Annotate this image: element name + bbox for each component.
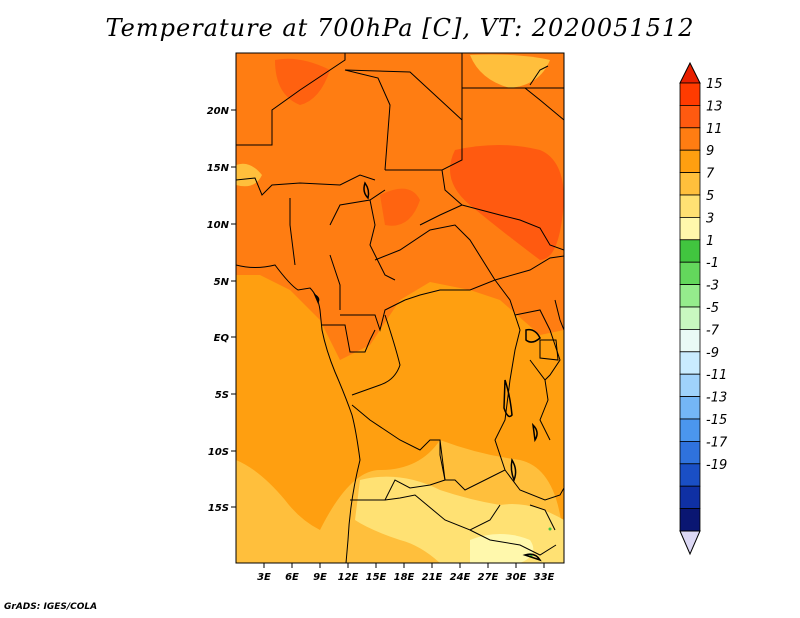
lon-label: 6E bbox=[285, 572, 299, 583]
colorbar-box bbox=[679, 306, 701, 330]
lon-label: 9E bbox=[313, 572, 327, 583]
lat-label: 5N bbox=[214, 277, 230, 288]
lat-label: 10S bbox=[208, 447, 229, 458]
colorbar-label: -3 bbox=[706, 279, 719, 294]
lon-label: 24E bbox=[450, 572, 471, 583]
axis-ticks bbox=[231, 109, 545, 568]
colorbar-box bbox=[679, 172, 701, 196]
colorbar-top-arrow bbox=[679, 61, 701, 84]
colorbar-box bbox=[679, 261, 701, 286]
colorbar-label: 11 bbox=[706, 122, 723, 137]
lat-label: 15S bbox=[208, 503, 229, 514]
lon-label: 12E bbox=[338, 572, 359, 583]
colorbar-box bbox=[679, 440, 701, 465]
colorbar-box bbox=[679, 373, 701, 398]
colorbar-box bbox=[679, 328, 701, 353]
lon-label: 27E bbox=[478, 572, 499, 583]
colorbar-label: -19 bbox=[706, 458, 727, 473]
colorbar-label: 3 bbox=[706, 211, 714, 226]
colorbar-label: -13 bbox=[706, 391, 727, 406]
colorbar-box bbox=[679, 82, 701, 106]
colorbar-boxes bbox=[679, 82, 701, 532]
colorbar-label: 13 bbox=[706, 99, 723, 114]
colorbar-label: 1 bbox=[706, 234, 714, 249]
longitude-labels: 3E 6E 9E 12E 15E 18E 21E 24E 27E 30E 33E bbox=[257, 572, 554, 583]
lat-label: EQ bbox=[214, 333, 230, 344]
latitude-labels: 20N 15N 10N 5N EQ 5S 10S 15S bbox=[207, 106, 230, 514]
colorbar-label: -15 bbox=[706, 413, 727, 428]
colorbar-label: -1 bbox=[706, 256, 719, 271]
colorbar-label: 15 bbox=[706, 77, 723, 92]
lon-label: 3E bbox=[257, 572, 271, 583]
lon-label: 15E bbox=[366, 572, 387, 583]
lakes bbox=[313, 181, 542, 562]
colorbar-box bbox=[679, 216, 701, 241]
temperature-field-3 bbox=[470, 534, 534, 563]
lat-label: 15N bbox=[207, 163, 230, 174]
colorbar-box bbox=[679, 463, 701, 487]
grads-credit: GrADS: IGES/COLA bbox=[4, 602, 98, 612]
colorbar-label: -17 bbox=[706, 435, 728, 450]
map-title: Temperature at 700hPa [C], VT: 202005151… bbox=[105, 14, 695, 42]
colorbar-box bbox=[679, 485, 701, 510]
temperature-field-13 bbox=[450, 145, 564, 260]
colorbar-box bbox=[679, 351, 701, 375]
lat-label: 10N bbox=[207, 220, 230, 231]
country-borders bbox=[236, 53, 564, 563]
lon-label: 21E bbox=[422, 572, 443, 583]
colorbar-label: 5 bbox=[706, 189, 714, 204]
colorbar-box bbox=[679, 396, 701, 420]
colorbar-bottom-arrow bbox=[679, 530, 701, 556]
colorbar-box bbox=[679, 239, 701, 263]
colorbar-box bbox=[679, 418, 701, 442]
colorbar-label: -7 bbox=[706, 323, 720, 338]
lon-label: 18E bbox=[394, 572, 415, 583]
colorbar-box bbox=[679, 149, 701, 173]
colorbar-box bbox=[679, 105, 701, 129]
colorbar-box bbox=[679, 508, 701, 532]
colorbar-label: 7 bbox=[706, 167, 715, 182]
lon-label: 30E bbox=[506, 572, 527, 583]
colorbar: 15 13 11 9 7 5 3 1 -1 -3 -5 -7 -9 -11 -13 -15 -17 -19 bbox=[679, 61, 728, 556]
lat-label: 5S bbox=[215, 390, 229, 401]
colorbar-box bbox=[679, 127, 701, 151]
colorbar-label: -9 bbox=[706, 346, 719, 361]
lon-label: 33E bbox=[534, 572, 555, 583]
colorbar-label: -5 bbox=[706, 301, 719, 316]
colorbar-label: 9 bbox=[706, 144, 714, 159]
colorbar-label: -11 bbox=[706, 368, 727, 383]
map-frame bbox=[235, 52, 565, 564]
map-panel: 20N 15N 10N 5N EQ 5S 10S 15S 3E 6E 9E 12… bbox=[207, 52, 565, 583]
colorbar-box bbox=[679, 284, 701, 308]
lat-label: 20N bbox=[207, 106, 230, 117]
colorbar-box bbox=[679, 194, 701, 218]
colorbar-labels: 15 13 11 9 7 5 3 1 -1 -3 -5 -7 -9 -11 -13 -15 -17 -19 bbox=[706, 77, 728, 473]
